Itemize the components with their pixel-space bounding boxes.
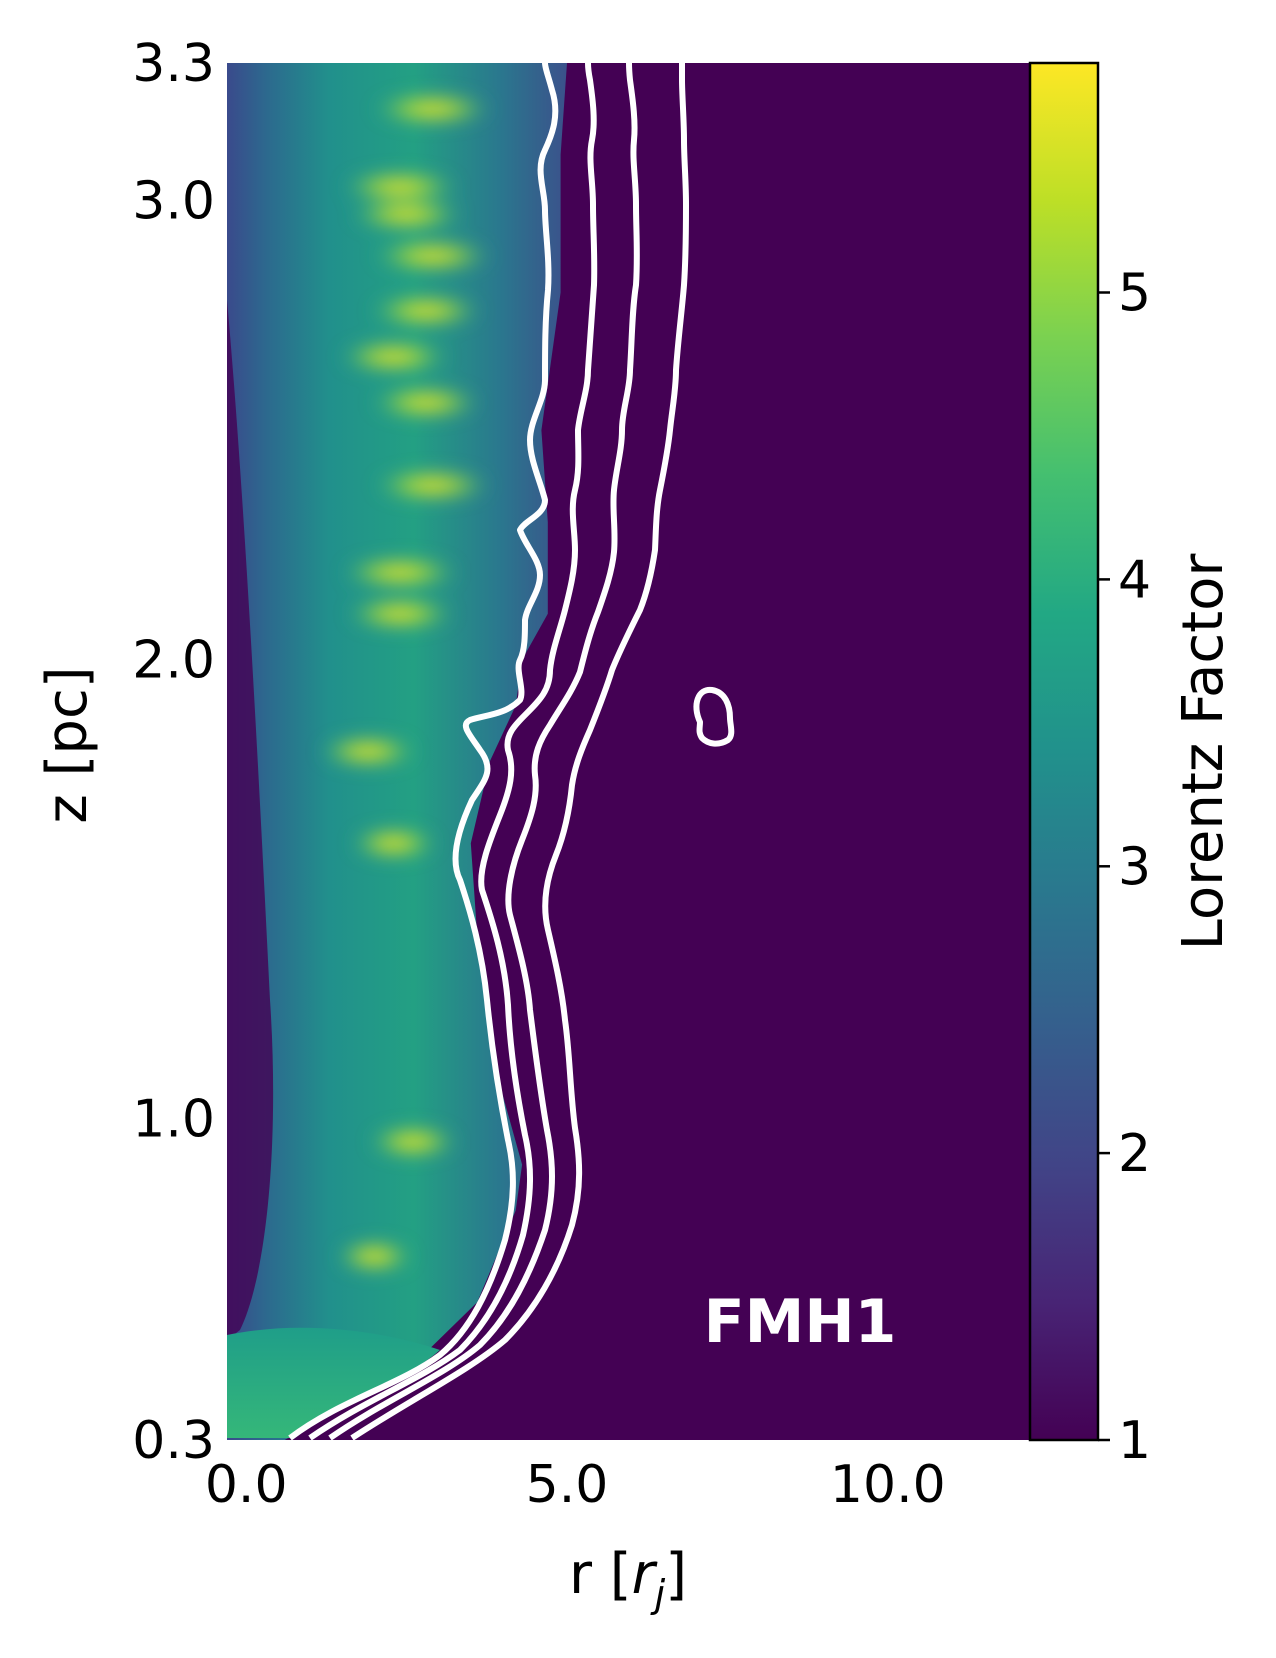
- knot-11: [350, 827, 438, 860]
- contour-line-2: [308, 63, 598, 1440]
- jet-knots: [318, 92, 493, 1273]
- y-tick-label: 3.3: [132, 34, 215, 94]
- knot-3: [371, 239, 493, 272]
- colorbar-tick-label: 3: [1118, 837, 1151, 897]
- knot-4: [369, 294, 483, 327]
- heatmap-plot-area: FMH1: [227, 63, 1029, 1440]
- y-tick-label: 2.0: [132, 631, 215, 691]
- jet-spine: [227, 300, 274, 1440]
- knot-8: [341, 556, 460, 589]
- x-tick-label: 5.0: [526, 1455, 609, 1515]
- knot-0: [371, 92, 493, 125]
- knot-2: [349, 198, 464, 231]
- colorbar-tick-label: 5: [1118, 264, 1151, 324]
- colorbar-ticks: 1 2 3 4 5: [1098, 264, 1151, 1471]
- y-tick-label: 0.3: [132, 1411, 215, 1471]
- colorbar: 1 2 3 4 5 Lorentz Factor: [1028, 61, 1236, 1471]
- colorbar-gradient: [1028, 61, 1100, 1442]
- x-axis-ticks: 0.0 5.0 10.0: [205, 1455, 946, 1515]
- knot-1: [341, 170, 460, 203]
- contour-line-4: [350, 63, 689, 1440]
- x-axis-label-end: ]: [665, 1542, 687, 1607]
- knot-10: [318, 735, 418, 768]
- colorbar-tick-label: 2: [1118, 1124, 1151, 1184]
- knot-13: [335, 1240, 414, 1273]
- y-axis-label: z [pc]: [35, 666, 100, 823]
- panel-label: FMH1: [704, 1287, 897, 1357]
- y-tick-label: 3.0: [132, 172, 215, 232]
- knot-6: [370, 386, 482, 419]
- contour-line-3: [328, 63, 640, 1440]
- knot-7: [373, 469, 492, 502]
- x-axis-label-prefix: r [: [569, 1542, 632, 1607]
- colorbar-label: Lorentz Factor: [1171, 553, 1236, 951]
- y-tick-label: 1.0: [132, 1090, 215, 1150]
- knot-12: [368, 1125, 458, 1158]
- x-tick-label: 0.0: [205, 1455, 288, 1515]
- x-axis-label: r [rj]: [569, 1542, 687, 1616]
- x-axis-label-var: r: [632, 1542, 658, 1607]
- contour-island: [693, 686, 735, 747]
- colorbar-tick-label: 1: [1118, 1411, 1151, 1471]
- x-tick-label: 10.0: [830, 1455, 946, 1515]
- jet-base: [227, 1327, 440, 1438]
- knot-9: [345, 597, 455, 630]
- colorbar-tick-label: 4: [1118, 550, 1151, 610]
- contour-line-1: [288, 63, 559, 1440]
- y-axis-ticks: 0.3 1.0 2.0 3.0 3.3: [132, 34, 215, 1471]
- knot-5: [338, 340, 450, 373]
- lorentz-contours: [288, 63, 735, 1440]
